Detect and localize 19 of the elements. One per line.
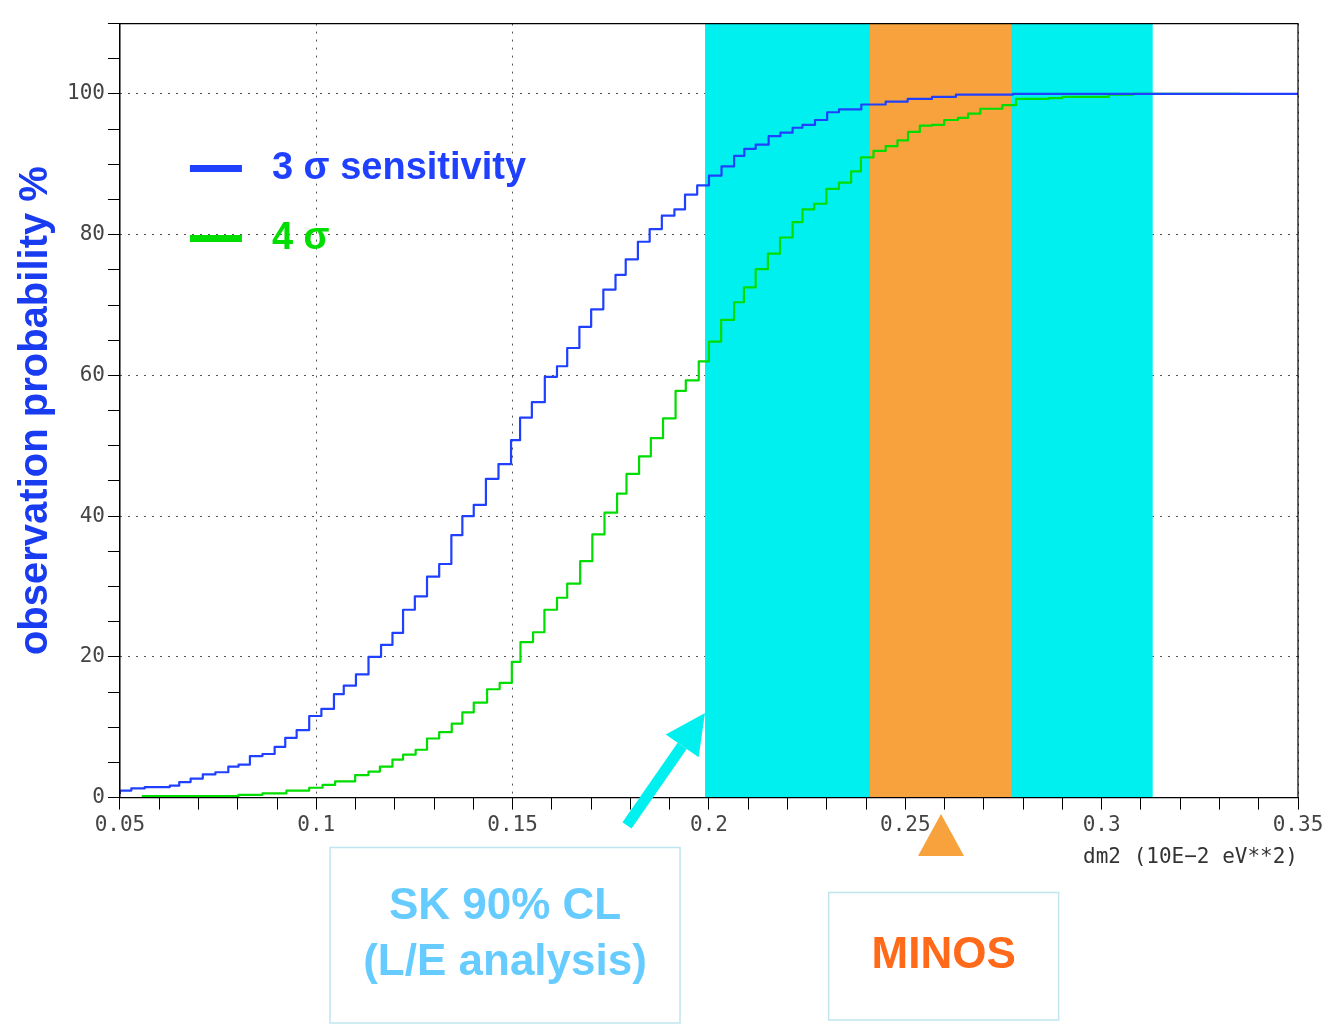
y-tick-label: 40 — [79, 502, 105, 527]
x-tick-label: 0.3 — [1082, 811, 1121, 836]
x-tick-label: 0.2 — [690, 811, 728, 836]
x-tick-label: 0.25 — [880, 811, 931, 836]
band-label: MINOS — [871, 928, 1016, 978]
x-tick-label: 0.15 — [487, 811, 538, 836]
x-axis-title: dm2 (10E−2 eV**2) — [1083, 843, 1298, 868]
x-tick-label: 0.05 — [94, 811, 146, 836]
legend-label: 3 σ sensitivity — [271, 145, 527, 188]
x-tick-label: 0.35 — [1272, 811, 1324, 836]
y-tick-label: 80 — [79, 221, 105, 246]
x-tick-label: 0.1 — [297, 811, 336, 836]
y-axis-title: observation probability % — [11, 166, 56, 656]
y-tick-label: 20 — [79, 643, 105, 668]
band-label: SK 90% CL (L/E analysis) — [363, 879, 647, 985]
y-tick-label: 100 — [66, 80, 105, 105]
legend-label: 4 σ — [271, 215, 330, 258]
y-tick-label: 60 — [79, 361, 105, 386]
y-tick-label: 0 — [92, 784, 105, 809]
